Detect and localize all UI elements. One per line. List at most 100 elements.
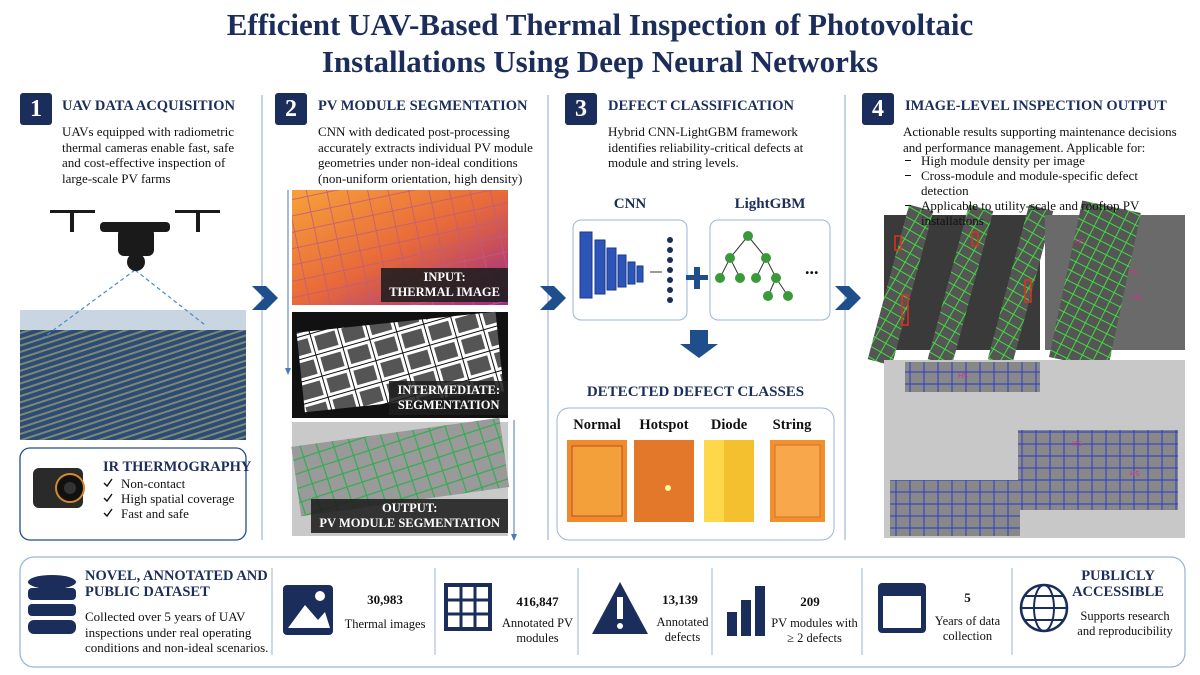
image-tag: HS — [1128, 268, 1138, 276]
bullet — [905, 175, 911, 176]
inspection-images-part — [927, 204, 994, 366]
class-label: Hotspot — [639, 417, 689, 433]
inspection-images-part — [894, 231, 1032, 326]
model-diagram-part-part — [771, 273, 781, 283]
model-diagram-part-part — [667, 247, 673, 253]
inspection-images-part — [890, 480, 1020, 536]
check-part — [103, 508, 113, 518]
model-diagram-part-part — [667, 287, 673, 293]
model-diagram-part-part — [579, 231, 593, 299]
defect-classes-part — [665, 485, 671, 491]
access-heading: PUBLICLY ACCESSIBLE — [1072, 568, 1164, 600]
item-text: Applicable to utility-scale and rooftop … — [921, 198, 1140, 228]
model-diagram-part-part — [617, 254, 627, 288]
stat-label: Years of data collection — [934, 614, 1001, 643]
model-diagram-part-part — [667, 257, 673, 263]
thermal-panels-part — [285, 368, 291, 375]
stat-label: Annotated defects — [656, 615, 709, 644]
dataset-heading: NOVEL, ANNOTATED AND PUBLIC DATASET — [85, 568, 268, 600]
bottom-band-part — [271, 568, 1013, 655]
inspection-images-part — [905, 362, 1040, 392]
ir-box — [19, 447, 247, 541]
inspection-images-part — [987, 204, 1054, 366]
step-text: Hybrid CNN-LightGBM framework identifies… — [608, 124, 804, 170]
check-part — [103, 493, 113, 503]
separators — [261, 95, 846, 540]
item-text: Cross-module and module-specific defect … — [921, 168, 1138, 198]
panel-label: INTERMEDIATE: SEGMENTATION — [389, 381, 508, 415]
ellipsis: ... — [805, 258, 819, 278]
bottom-band — [19, 556, 1186, 668]
check — [103, 478, 113, 488]
thermal-panels-part — [291, 417, 510, 517]
bottom-band-part-part — [444, 583, 492, 631]
drone-photo-part-part — [118, 228, 154, 256]
drone-photo-part — [39, 269, 206, 341]
step-number: 3 — [565, 93, 597, 125]
image-tag: HS — [1130, 470, 1140, 478]
model-diagram — [572, 219, 831, 321]
inspection-images-part — [867, 204, 934, 366]
inspection-images-part — [1018, 430, 1178, 510]
access-text: Supports research and reproducibility — [1077, 609, 1173, 638]
stat-value: 209 — [800, 594, 820, 609]
box-heading: IR THERMOGRAPHY — [103, 459, 252, 475]
label-line: SEGMENTATION — [397, 398, 500, 412]
defect-classes-part — [571, 445, 623, 517]
image-tag: HS — [958, 372, 968, 380]
model-diagram-part-part — [627, 261, 636, 285]
drone-photo-part-part — [196, 212, 200, 232]
drone-photo-part-part — [127, 253, 145, 271]
panel-label: OUTPUT: PV MODULE SEGMENTATION — [311, 499, 508, 533]
model-diagram-part — [694, 267, 700, 289]
stat-value: 30,983 — [367, 592, 403, 607]
inspection-images-part-part — [1024, 279, 1032, 303]
check — [103, 493, 113, 503]
model-diagram-part-part — [636, 265, 644, 283]
label-line: OUTPUT: — [382, 501, 438, 515]
stat-value: 5 — [964, 590, 971, 605]
drone-photo-part-part — [100, 222, 170, 232]
model-label: LightGBM — [734, 196, 806, 212]
model-diagram-part-part — [715, 273, 725, 283]
panel-label: INPUT: THERMAL IMAGE — [381, 268, 508, 302]
inspection-images-part — [1049, 200, 1141, 370]
step-text: CNN with dedicated post-processing accur… — [318, 124, 533, 186]
item-text: Non-contact — [121, 476, 186, 491]
bullet — [905, 160, 911, 161]
drone-photo-part-part — [70, 212, 74, 232]
step-number: 2 — [275, 93, 307, 125]
bottom-band-part-part — [883, 596, 921, 628]
model-diagram-part-part — [761, 253, 771, 263]
model-diagram-part-part — [667, 277, 673, 283]
drone-photo-part — [20, 310, 246, 332]
classes-title: DETECTED DEFECT CLASSES — [586, 384, 805, 400]
bottom-band-part-part — [28, 620, 76, 634]
step-text: Actionable results supporting maintenanc… — [903, 124, 1177, 155]
image-tag: HS — [1132, 294, 1142, 302]
bottom-band-part-part — [741, 600, 751, 636]
model-diagram-part-part — [783, 291, 793, 301]
check-part — [103, 478, 113, 488]
list-item: High spatial coverage — [103, 491, 234, 506]
model-diagram-part-part — [743, 231, 753, 241]
image-tag: HS — [1075, 238, 1085, 246]
step-list: High module density per image Cross-modu… — [903, 153, 1188, 228]
thermal-panels — [285, 190, 517, 541]
defect-classes-part — [774, 444, 821, 518]
flow-arrows-part — [835, 286, 861, 310]
class-label: Diode — [710, 417, 748, 433]
box-list: Non-contact High spatial coverage Fast a… — [103, 476, 234, 521]
item-text: High spatial coverage — [121, 491, 235, 506]
bottom-band-part-part — [288, 605, 330, 628]
model-label: CNN — [613, 196, 647, 212]
bottom-band-part-part — [755, 586, 765, 636]
model-diagram-part-part — [751, 273, 761, 283]
model-diagram-part — [667, 237, 673, 303]
label-line: PV MODULE SEGMENTATION — [319, 516, 500, 530]
drone-photo-part-part — [134, 269, 206, 326]
flow-arrows-part — [680, 330, 718, 358]
model-diagram-part-part — [667, 267, 673, 273]
stat-label: Annotated PV modules — [501, 616, 574, 645]
